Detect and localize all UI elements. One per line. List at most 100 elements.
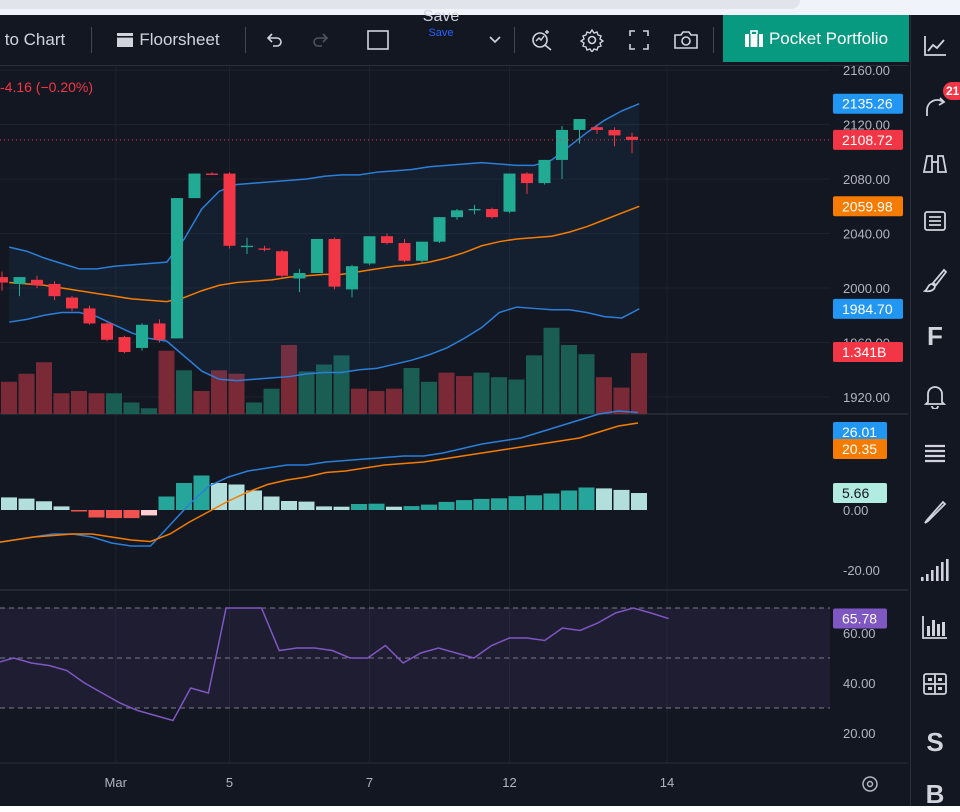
- macd-histogram-bar: [106, 510, 122, 519]
- redo-button[interactable]: [307, 15, 335, 65]
- quick-search-button[interactable]: [527, 15, 557, 65]
- candle-body: [276, 251, 288, 276]
- candle-body: [188, 173, 201, 199]
- volume-bar: [631, 353, 647, 414]
- binoculars-button[interactable]: [915, 145, 955, 181]
- candle-body: [241, 245, 253, 248]
- volume-bar: [211, 370, 227, 414]
- notification-badge: 21: [943, 82, 960, 100]
- watchlist-button[interactable]: [915, 28, 955, 64]
- candle-body: [328, 238, 341, 287]
- fundamentals-button[interactable]: F: [915, 318, 955, 354]
- browser-tab-shadow: [0, 0, 800, 9]
- pencil-button[interactable]: [915, 494, 955, 530]
- price-axis-tick: 2040.00: [843, 227, 890, 242]
- goto-chart-label: to Chart: [4, 30, 66, 49]
- price-axis-tick: 2160.00: [843, 63, 890, 78]
- volume-bar: [281, 345, 297, 414]
- macd-histogram-bar: [263, 496, 280, 510]
- macd-histogram-bar: [386, 506, 402, 510]
- news-button[interactable]: [915, 203, 955, 239]
- macd-histogram-bar: [508, 496, 525, 510]
- settings-button[interactable]: [576, 15, 608, 65]
- rsi-axis-tick: 60.00: [843, 626, 876, 641]
- volume-bar: [88, 393, 105, 414]
- toolbar-divider: [713, 27, 714, 53]
- stats-button[interactable]: [915, 609, 955, 645]
- floorsheet-label: Floorsheet: [139, 30, 220, 49]
- letter-b-button[interactable]: B: [915, 776, 955, 812]
- brush-button[interactable]: [915, 263, 955, 299]
- undo-icon: [266, 33, 282, 47]
- volume-bar: [18, 373, 35, 414]
- volume-bar: [316, 364, 332, 414]
- alerts-button[interactable]: [915, 378, 955, 414]
- brush-icon: [922, 268, 948, 293]
- fundamentals-letter: F: [927, 320, 943, 351]
- grid-button[interactable]: [915, 666, 955, 702]
- square-layout-icon: [367, 30, 389, 50]
- volume-label-text: 1.341B: [842, 344, 886, 360]
- macd-histogram-bar: [456, 500, 472, 510]
- snapshot-button[interactable]: [670, 15, 702, 65]
- candle-body: [48, 283, 61, 297]
- macd-histogram-bar: [631, 493, 647, 510]
- macd-histogram-bar: [543, 493, 560, 510]
- chart-canvas[interactable]: 2160.002120.002080.002040.002000.001960.…: [0, 0, 908, 806]
- macd-histogram-bar: [526, 495, 542, 510]
- signal-bars-button[interactable]: [915, 552, 955, 588]
- volume-bar: [176, 370, 192, 414]
- quick-search-icon: [532, 30, 552, 51]
- candle-body: [468, 208, 481, 211]
- macd-label-box: [833, 438, 887, 459]
- volume-bar: [71, 391, 87, 414]
- layout-button[interactable]: [363, 15, 393, 65]
- volume-bar: [491, 377, 507, 414]
- macd-histogram-bar: [158, 496, 175, 510]
- candle-body: [591, 127, 603, 130]
- pocket-portfolio-button[interactable]: Pocket Portfolio: [723, 15, 909, 62]
- macd-histogram-bar: [596, 488, 612, 510]
- volume-bar: [438, 372, 455, 414]
- floorsheet-button[interactable]: Floorsheet: [112, 15, 224, 65]
- toolbar-divider: [91, 27, 92, 53]
- macd-axis-tick: -20.00: [843, 563, 880, 578]
- volume-bar: [1, 381, 17, 414]
- letter-s-button[interactable]: S: [915, 724, 955, 760]
- price-label-text: 2135.26: [842, 96, 893, 112]
- save-dropdown-button[interactable]: [484, 15, 506, 65]
- goto-chart-button[interactable]: to Chart: [0, 15, 70, 65]
- time-axis-tick: 14: [660, 775, 674, 790]
- undo-button[interactable]: [260, 15, 288, 65]
- save-button[interactable]: Save Save: [405, 7, 477, 43]
- macd-histogram-bar: [368, 503, 385, 510]
- axis-settings-icon[interactable]: [862, 776, 878, 792]
- volume-bar: [246, 402, 262, 414]
- price-label-text: 2059.98: [842, 198, 893, 214]
- macd-histogram-bar: [88, 510, 105, 518]
- candle-body: [118, 337, 131, 353]
- camera-icon: [674, 31, 698, 49]
- price-label-box: [833, 93, 903, 114]
- candle-body: [171, 198, 183, 339]
- macd-label-text: 5.66: [842, 485, 869, 501]
- grid-icon: [923, 673, 947, 695]
- candle-body: [398, 243, 411, 261]
- candle-body: [66, 297, 78, 309]
- volume-bar: [298, 371, 315, 414]
- fullscreen-button[interactable]: [624, 15, 654, 65]
- candle-body: [83, 308, 96, 324]
- candle-body: [31, 279, 43, 286]
- macd-histogram-bar: [578, 487, 595, 510]
- volume-bar: [421, 381, 437, 414]
- macd-histogram-bar: [36, 501, 52, 510]
- rsi-label-text: 65.78: [842, 611, 877, 627]
- alerts-arc-button[interactable]: [915, 88, 955, 124]
- rsi-line: [0, 607, 669, 722]
- macd-histogram-bar: [176, 483, 192, 510]
- macd-histogram-bar: [316, 506, 332, 510]
- macd-histogram-bar: [333, 506, 350, 510]
- list-button[interactable]: [915, 436, 955, 472]
- macd-histogram-bar: [123, 510, 140, 519]
- macd-histogram-bar: [141, 510, 157, 516]
